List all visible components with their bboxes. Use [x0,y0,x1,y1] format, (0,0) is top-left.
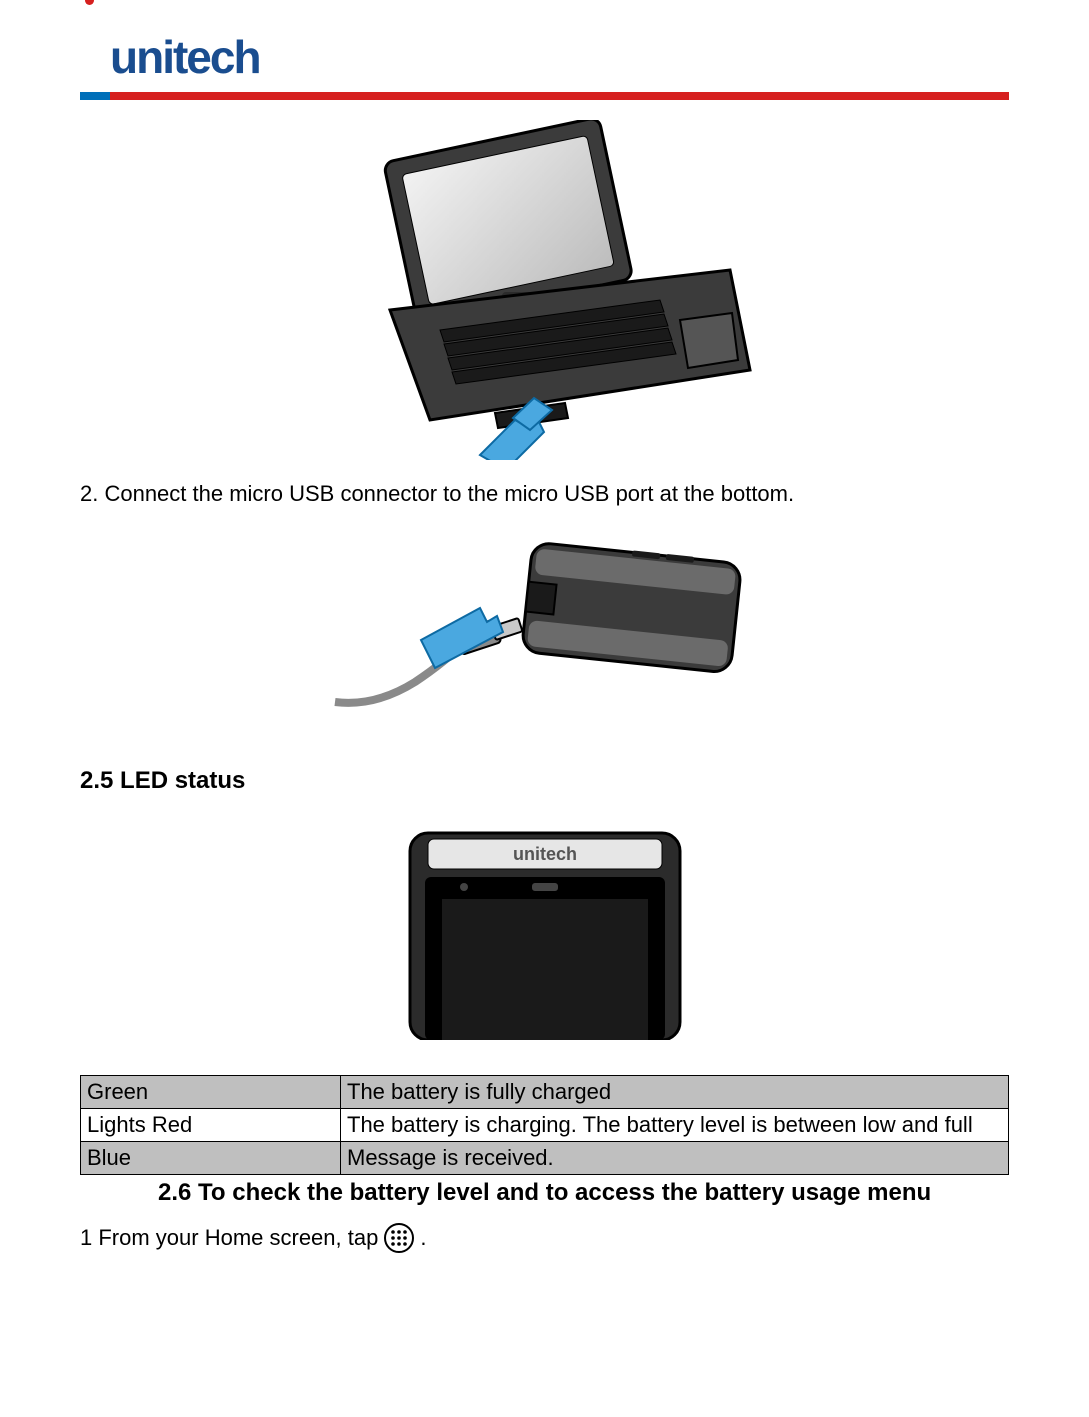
table-row: Green The battery is fully charged [81,1076,1009,1109]
device-brand-label: unitech [512,844,576,864]
led-status-table: Green The battery is fully charged Light… [80,1075,1009,1175]
brand-logo-accent-dot [85,0,94,5]
led-desc-cell: The battery is fully charged [341,1076,1009,1109]
usb-arrow-icon [421,608,503,668]
led-desc-cell: The battery is charging. The battery lev… [341,1109,1009,1142]
illustration-handheld-usb [80,522,1009,737]
device-top-svg: unitech [390,825,700,1040]
brand-logo: unitech [110,30,1009,84]
section-2-6-title: 2.6 To check the battery level and to ac… [140,1179,960,1207]
handheld-usb-svg [325,522,765,732]
illustration-laptop-usb [80,120,1009,465]
brand-logo-text: unitech [110,30,260,84]
illustration-device-top: unitech [80,825,1009,1045]
section-2-5-title: 2.5 LED status [80,767,1009,795]
header-divider-left [80,92,110,100]
header-divider-right [110,92,1009,100]
table-row: Blue Message is received. [81,1142,1009,1175]
header-divider [80,92,1009,100]
step-text-prefix: 1 From your Home screen, tap [80,1225,378,1251]
step-2-6-1: 1 From your Home screen, tap . [80,1223,1009,1253]
step-2-text: 2. Connect the micro USB connector to th… [80,477,1009,510]
laptop-usb-svg [330,120,760,460]
table-row: Lights Red The battery is charging. The … [81,1109,1009,1142]
apps-grid-icon [384,1223,414,1253]
led-color-cell: Lights Red [81,1109,341,1142]
document-page: unitech [0,0,1089,1293]
step-text-suffix: . [420,1225,426,1251]
led-desc-cell: Message is received. [341,1142,1009,1175]
led-color-cell: Blue [81,1142,341,1175]
led-color-cell: Green [81,1076,341,1109]
